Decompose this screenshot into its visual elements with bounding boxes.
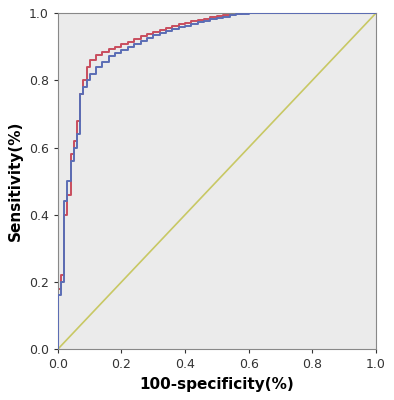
Y-axis label: Sensitivity(%): Sensitivity(%) <box>8 121 23 241</box>
X-axis label: 100-specificity(%): 100-specificity(%) <box>139 377 294 392</box>
